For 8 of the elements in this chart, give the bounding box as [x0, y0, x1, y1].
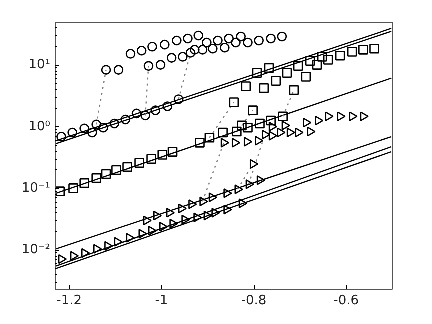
- y-tick-label: 10⁻²: [22, 242, 51, 258]
- y-tick-label: 10⁰: [28, 119, 51, 134]
- x-tick-label: -0.8: [241, 294, 267, 308]
- y-tick-label: 10¹: [28, 58, 51, 73]
- x-tick-label: -0.6: [334, 294, 360, 308]
- y-tick-label: 10⁻¹: [22, 180, 51, 196]
- x-tick-label: -1.2: [56, 294, 82, 308]
- x-tick-label: -1: [155, 294, 168, 308]
